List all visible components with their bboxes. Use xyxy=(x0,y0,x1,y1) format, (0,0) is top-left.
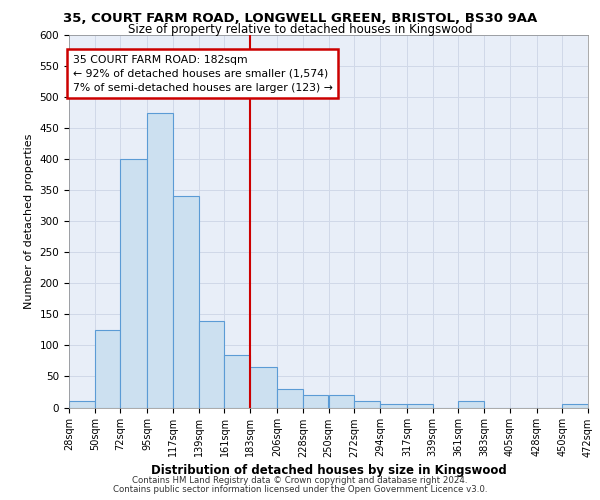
Bar xyxy=(148,112,173,408)
Text: 35 COURT FARM ROAD: 182sqm
← 92% of detached houses are smaller (1,574)
7% of se: 35 COURT FARM ROAD: 182sqm ← 92% of deta… xyxy=(73,55,332,93)
X-axis label: Distribution of detached houses by size in Kingswood: Distribution of detached houses by size … xyxy=(151,464,506,476)
Bar xyxy=(224,354,250,408)
Bar xyxy=(69,402,95,407)
Text: Contains HM Land Registry data © Crown copyright and database right 2024.: Contains HM Land Registry data © Crown c… xyxy=(132,476,468,485)
Bar xyxy=(329,395,354,407)
Bar xyxy=(380,404,407,407)
Y-axis label: Number of detached properties: Number of detached properties xyxy=(24,134,34,309)
Bar xyxy=(303,395,329,407)
Text: Size of property relative to detached houses in Kingswood: Size of property relative to detached ho… xyxy=(128,22,472,36)
Bar xyxy=(121,159,148,408)
Text: 35, COURT FARM ROAD, LONGWELL GREEN, BRISTOL, BS30 9AA: 35, COURT FARM ROAD, LONGWELL GREEN, BRI… xyxy=(63,12,537,26)
Bar xyxy=(407,404,433,407)
Bar xyxy=(199,320,224,408)
Bar xyxy=(458,402,484,407)
Bar xyxy=(562,404,588,407)
Bar xyxy=(277,389,303,407)
Bar xyxy=(354,402,380,407)
Bar xyxy=(250,367,277,408)
Bar xyxy=(95,330,121,407)
Bar xyxy=(173,196,199,408)
Text: Contains public sector information licensed under the Open Government Licence v3: Contains public sector information licen… xyxy=(113,484,487,494)
